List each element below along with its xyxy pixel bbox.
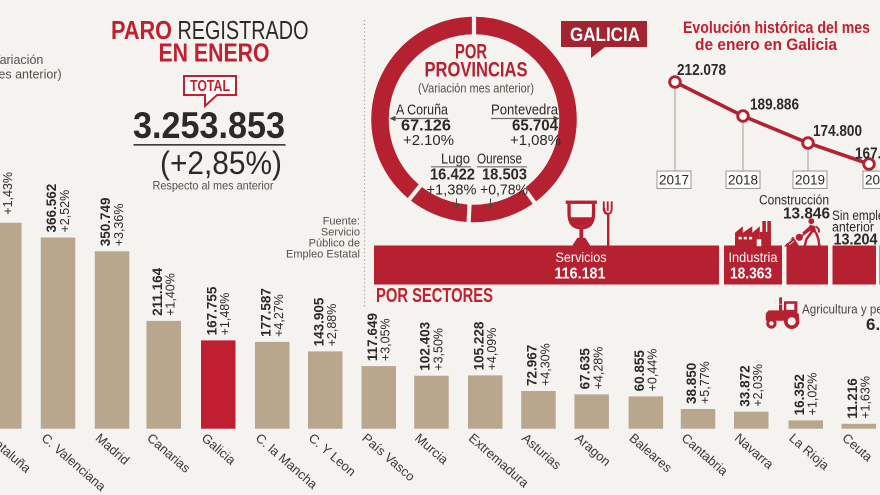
svg-text:+0,44%: +0,44%: [646, 349, 660, 392]
svg-text:+2.10%: +2.10%: [403, 133, 454, 149]
svg-text:Evolución histórica del mes: Evolución histórica del mes: [683, 19, 870, 37]
svg-text:POR: POR: [455, 41, 487, 64]
svg-text:+4,27%: +4,27%: [272, 294, 286, 337]
svg-text:65.704: 65.704: [512, 118, 558, 135]
svg-text:+1,38%: +1,38%: [427, 183, 477, 199]
svg-text:13.846: 13.846: [783, 206, 830, 223]
svg-text:11.216: 11.216: [845, 378, 860, 419]
svg-text:116.181: 116.181: [555, 266, 606, 283]
svg-text:105.228: 105.228: [471, 321, 486, 370]
svg-text:A Coruña: A Coruña: [396, 103, 449, 119]
svg-text:mes anterior): mes anterior): [0, 68, 62, 82]
svg-text:16.422: 16.422: [430, 167, 475, 184]
svg-text:Pontevedra: Pontevedra: [491, 103, 559, 119]
svg-text:102.403: 102.403: [417, 321, 432, 370]
svg-text:211.164: 211.164: [150, 267, 165, 316]
svg-text:+1,02%: +1,02%: [806, 373, 820, 416]
svg-text:+5,77%: +5,77%: [698, 361, 712, 404]
svg-text:Sin empleo: Sin empleo: [832, 208, 880, 223]
svg-text:+1,08%: +1,08%: [510, 133, 561, 149]
svg-text:2018: 2018: [728, 173, 758, 188]
svg-text:PARO: PARO: [111, 15, 172, 45]
svg-text:72.967: 72.967: [524, 345, 539, 386]
svg-text:143.905: 143.905: [311, 297, 326, 346]
svg-text:67.635: 67.635: [578, 348, 593, 390]
svg-text:+4,28%: +4,28%: [591, 347, 605, 390]
svg-text:+3,05%: +3,05%: [379, 318, 393, 361]
svg-text:(+2,85%): (+2,85%): [160, 145, 282, 181]
svg-text:+3,50%: +3,50%: [431, 328, 445, 371]
svg-text:2020: 2020: [865, 173, 880, 188]
svg-text:+1,63%: +1,63%: [859, 376, 873, 419]
svg-text:Fuente:: Fuente:: [323, 216, 360, 228]
svg-text:3.253.853: 3.253.853: [133, 105, 285, 146]
svg-text:38.850: 38.850: [684, 363, 699, 404]
svg-text:REGISTRADO: REGISTRADO: [178, 15, 309, 45]
svg-text:+2,88%: +2,88%: [325, 304, 339, 347]
svg-text:18.363: 18.363: [730, 266, 772, 283]
svg-text:Lugo: Lugo: [441, 152, 470, 168]
svg-text:33.872: 33.872: [737, 365, 752, 406]
svg-text:Servicio: Servicio: [321, 227, 360, 239]
svg-text:anterior: anterior: [832, 220, 874, 235]
svg-text:EN ENERO: EN ENERO: [159, 38, 270, 68]
svg-text:GALICIA: GALICIA: [570, 25, 640, 46]
svg-text:Construcción: Construcción: [759, 193, 829, 208]
svg-text:+1,48%: +1,48%: [218, 293, 232, 336]
svg-text:+2,52%: +2,52%: [58, 190, 72, 233]
svg-text:+4,09%: +4,09%: [485, 328, 499, 371]
svg-text:POR SECTORES: POR SECTORES: [376, 285, 493, 307]
svg-text:6.716: 6.716: [866, 315, 880, 334]
svg-text:174.800: 174.800: [813, 123, 862, 140]
svg-text:350.749: 350.749: [98, 197, 113, 246]
svg-text:2017: 2017: [659, 173, 689, 188]
svg-text:+1,43%: +1,43%: [1, 172, 15, 215]
svg-text:Industria: Industria: [729, 249, 778, 265]
svg-text:167.726: 167.726: [855, 146, 880, 163]
svg-text:+3,36%: +3,36%: [112, 204, 126, 247]
svg-text:TOTAL: TOTAL: [190, 78, 230, 95]
svg-text:(Variación mes anterior): (Variación mes anterior): [418, 82, 534, 96]
svg-text:60.855: 60.855: [632, 350, 647, 392]
svg-text:Público de: Público de: [309, 238, 360, 250]
svg-text:Ourense: Ourense: [477, 152, 522, 168]
svg-text:167.755: 167.755: [204, 286, 219, 335]
svg-text:13.204: 13.204: [834, 232, 878, 249]
svg-text:(Variación: (Variación: [0, 53, 43, 67]
svg-text:Agricultura y pesca: Agricultura y pesca: [802, 302, 880, 317]
svg-text:Respecto al mes anterior: Respecto al mes anterior: [153, 179, 274, 193]
svg-text:PROVINCIAS: PROVINCIAS: [425, 59, 528, 82]
svg-text:177.587: 177.587: [258, 288, 273, 337]
svg-text:212.078: 212.078: [677, 62, 726, 79]
svg-text:+1,40%: +1,40%: [164, 273, 178, 316]
svg-text:117.649: 117.649: [365, 313, 380, 361]
svg-text:Servicios: Servicios: [556, 249, 607, 265]
svg-text:+0,78%: +0,78%: [480, 183, 528, 199]
svg-text:Empleo Estatal: Empleo Estatal: [286, 249, 360, 261]
svg-text:+2,03%: +2,03%: [751, 364, 765, 407]
svg-text:366.562: 366.562: [44, 184, 59, 233]
svg-text:189.886: 189.886: [750, 97, 799, 114]
svg-text:18.503: 18.503: [482, 167, 527, 184]
svg-text:de enero en Galicia: de enero en Galicia: [695, 36, 838, 54]
svg-text:2019: 2019: [795, 173, 825, 188]
svg-text:16.352: 16.352: [792, 374, 807, 415]
svg-text:67.126: 67.126: [401, 118, 451, 135]
svg-text:+4,30%: +4,30%: [538, 343, 552, 386]
